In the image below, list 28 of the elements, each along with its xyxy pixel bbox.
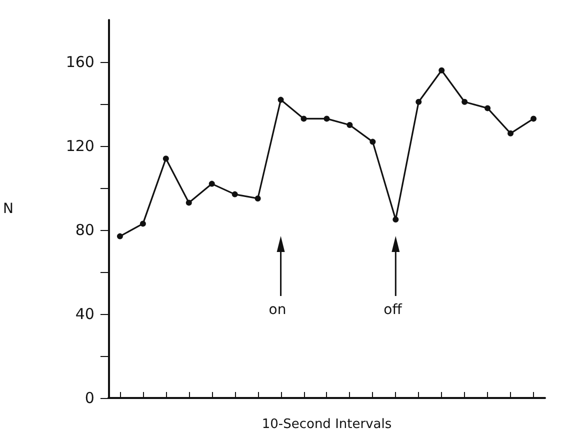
x-axis-title: 10-Second Intervals [262,417,392,432]
y-tick-label: 80 [75,221,94,239]
point [416,98,422,105]
y-tick-label: 160 [66,53,94,71]
point [530,116,537,122]
point [300,116,307,122]
point [162,156,169,162]
point [508,130,514,136]
y-tick-label: 120 [66,137,94,155]
point [254,196,261,202]
annotation: on [268,302,286,318]
point [324,116,330,122]
y-axis-title: N [2,201,14,217]
point [116,233,123,240]
point [208,180,215,187]
point [140,220,146,227]
point [462,98,468,105]
y-tick-label: 40 [75,305,94,323]
point [232,191,238,198]
y-tick-label: 0 [84,389,94,407]
point [346,122,353,128]
point [438,67,445,74]
annotation: off [384,302,402,318]
point [370,138,376,145]
point [484,105,491,112]
point [278,96,284,103]
point [392,216,399,222]
point [186,200,192,206]
